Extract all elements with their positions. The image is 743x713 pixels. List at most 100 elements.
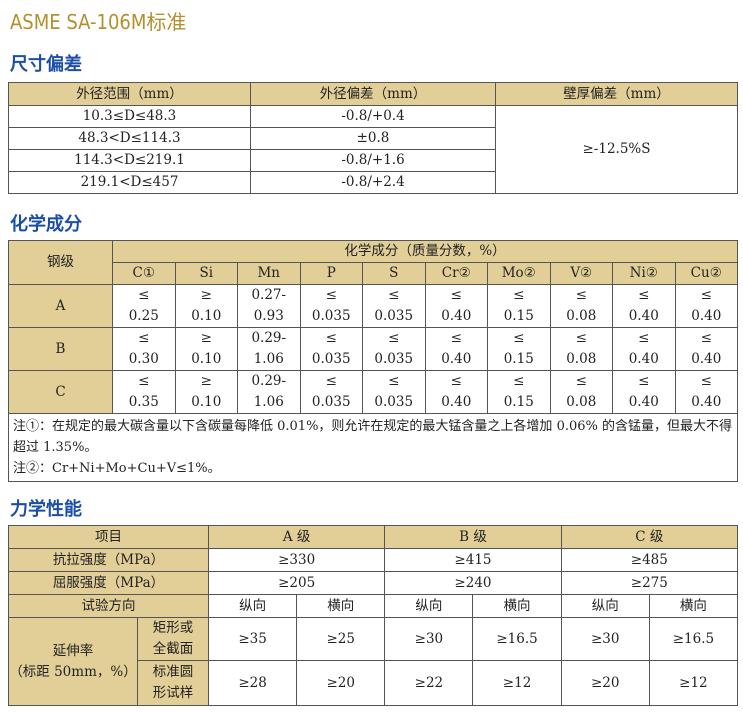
composition-cell: ≤ 0.15: [487, 327, 551, 371]
elongation-label: 延伸率 （标距 50mm，%）: [8, 617, 138, 706]
note-2-text: 注②：Cr+Ni+Mo+Cu+V≤1%。: [13, 461, 221, 476]
composition-cell: ≤ 0.40: [424, 327, 488, 371]
rect-specimen-label: 矩形或 全截面: [137, 617, 209, 661]
elongation-cell: ≥30: [560, 617, 650, 661]
section-heading-dimension: 尺寸偏差: [10, 54, 82, 75]
elongation-cell: ≥20: [560, 660, 650, 706]
tensile-cell: ≥330: [207, 548, 386, 572]
table-row: 钢级 化学成分（质量分数，%）: [8, 240, 738, 285]
element-header: Cr②: [424, 262, 488, 285]
elongation-cell: ≥16.5: [648, 617, 739, 661]
direction-label: 试验方向: [8, 594, 209, 618]
element-header: Ni②: [612, 262, 676, 285]
composition-cell: ≤ 0.40: [424, 370, 488, 414]
yield-cell: ≥205: [207, 571, 386, 595]
chemical-table: 钢级 化学成分（质量分数，%） C① Si Mn P S Cr② Mo② V② Ni② Cu② A ≤ 0…: [8, 240, 738, 482]
table-row: A ≤ 0.25 ≥ 0.10 0.27- 0.93 ≤ 0.035 ≤ 0.035 ≤ 0…: [8, 284, 738, 328]
table-row: 标准圆 形试样 ≥28 ≥20 ≥22 ≥12 ≥20 ≥12: [9, 660, 739, 706]
notes-cell: 注①：在规定的最大碳含量以下含碳量每降低 0.01%，则允许在规定的最大锰含量之…: [8, 413, 738, 482]
element-header: V②: [549, 262, 613, 285]
direction-cell: 横向: [296, 594, 386, 618]
composition-cell: ≤ 0.40: [674, 284, 738, 328]
yield-label: 屈服强度（MPa）: [8, 571, 209, 595]
grade-header: B 级: [384, 525, 562, 549]
cell: 48.3<D≤114.3: [8, 127, 251, 150]
composition-cell: ≤ 0.08: [549, 370, 613, 414]
wall-tolerance-cell: ≥-12.5%S: [495, 105, 738, 194]
grade-header: C 级: [560, 525, 739, 549]
header-cell: 外径范围（mm）: [8, 82, 251, 106]
composition-cell: ≤ 0.035: [299, 284, 363, 328]
section-heading-mechanical: 力学性能: [10, 499, 82, 520]
table-row: 注①：在规定的最大碳含量以下含碳量每降低 0.01%，则允许在规定的最大锰含量之…: [8, 413, 738, 482]
composition-cell: ≤ 0.035: [362, 284, 426, 328]
composition-cell: ≤ 0.40: [674, 370, 738, 414]
composition-cell: ≥ 0.10: [174, 370, 238, 414]
direction-cell: 纵向: [560, 594, 650, 618]
round-specimen-label: 标准圆 形试样: [137, 660, 209, 706]
elongation-cell: ≥25: [296, 617, 386, 661]
cell: 10.3≤D≤48.3: [8, 105, 251, 128]
table-row: C ≤ 0.35 ≥ 0.10 0.29- 1.06 ≤ 0.035 ≤ 0.035 ≤ 0…: [8, 370, 738, 414]
composition-header: 化学成分（质量分数，%）: [112, 240, 738, 263]
page-title: ASME SA-106M标准: [10, 10, 187, 34]
table-row: 屈服强度（MPa） ≥205 ≥240 ≥275: [8, 571, 739, 595]
elongation-cell: ≥30: [384, 617, 474, 661]
composition-cell: ≤ 0.40: [612, 327, 676, 371]
yield-cell: ≥240: [384, 571, 562, 595]
composition-cell: 0.29- 1.06: [237, 327, 301, 371]
direction-cell: 横向: [648, 594, 739, 618]
composition-cell: ≤ 0.30: [112, 327, 176, 371]
element-header: Mn: [237, 262, 301, 285]
elongation-cell: ≥28: [207, 660, 298, 706]
elongation-cell: ≥16.5: [472, 617, 562, 661]
composition-cell: ≤ 0.40: [674, 327, 738, 371]
section-heading-chemical: 化学成分: [10, 214, 82, 235]
header-cell: 外径偏差（mm）: [250, 82, 496, 106]
element-header: Cu②: [674, 262, 738, 285]
element-header: C①: [112, 262, 176, 285]
grade-cell: B: [8, 327, 113, 371]
composition-cell: ≤ 0.035: [299, 327, 363, 371]
tensile-cell: ≥485: [560, 548, 739, 572]
composition-cell: ≤ 0.08: [549, 284, 613, 328]
composition-cell: 0.27- 0.93: [237, 284, 301, 328]
elongation-cell: ≥22: [384, 660, 474, 706]
composition-cell: ≤ 0.40: [424, 284, 488, 328]
note-1-text: 注①：在规定的最大碳含量以下含碳量每降低 0.01%，则允许在规定的最大锰含量之…: [13, 419, 732, 455]
direction-cell: 纵向: [207, 594, 298, 618]
direction-cell: 横向: [472, 594, 562, 618]
cell: -0.8/+1.6: [250, 149, 496, 172]
composition-cell: ≤ 0.15: [487, 370, 551, 414]
elongation-cell: ≥12: [472, 660, 562, 706]
item-header: 项目: [8, 525, 209, 549]
composition-cell: ≤ 0.08: [549, 327, 613, 371]
composition-cell: 0.29- 1.06: [237, 370, 301, 414]
element-header: P: [299, 262, 363, 285]
composition-cell: ≤ 0.15: [487, 284, 551, 328]
composition-cell: ≤ 0.035: [362, 370, 426, 414]
composition-cell: ≤ 0.40: [612, 284, 676, 328]
tensile-cell: ≥415: [384, 548, 562, 572]
cell: 219.1<D≤457: [8, 171, 251, 194]
composition-cell: ≤ 0.40: [612, 370, 676, 414]
cell: ±0.8: [250, 127, 496, 150]
composition-cell: ≤ 0.035: [362, 327, 426, 371]
cell: 114.3<D≤219.1: [8, 149, 251, 172]
table-row: C① Si Mn P S Cr② Mo② V② Ni② Cu②: [9, 262, 738, 285]
elongation-cell: ≥35: [207, 617, 298, 661]
dimension-table: 外径范围（mm） 外径偏差（mm） 壁厚偏差（mm） 10.3≤D≤48.3 -0…: [8, 82, 738, 194]
composition-cell: ≤ 0.25: [112, 284, 176, 328]
element-header: Mo②: [487, 262, 551, 285]
yield-cell: ≥275: [560, 571, 739, 595]
table-row: 试验方向 纵向 横向 纵向 横向 纵向 横向: [8, 594, 739, 618]
elongation-cell: ≥20: [296, 660, 386, 706]
element-header: Si: [174, 262, 238, 285]
element-header: S: [362, 262, 426, 285]
composition-cell: ≤ 0.035: [299, 370, 363, 414]
grade-header: A 级: [207, 525, 386, 549]
elongation-cell: ≥12: [648, 660, 739, 706]
grade-header: 钢级: [8, 240, 113, 285]
